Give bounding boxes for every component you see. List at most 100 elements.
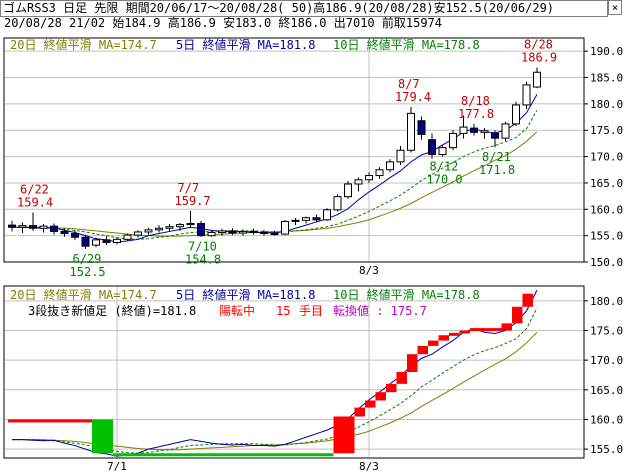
upper-ytick-label: 190.0 (590, 45, 623, 58)
lower-xtick-label: 7/1 (107, 460, 127, 473)
candle-body (81, 236, 90, 247)
candle-body (113, 238, 121, 243)
legend-ma10: 10日 終値平滑 MA=178.8 (333, 37, 480, 52)
candle-body (396, 149, 405, 163)
price-annotations: 6/22159.46/29152.57/7159.77/10154.88/717… (17, 38, 557, 279)
new-price-brick (428, 340, 439, 346)
candle-body (386, 161, 394, 171)
new-price-line-value: 3段抜き新値足 (終値)=181.8 (28, 303, 196, 318)
candle-body (281, 220, 289, 235)
candle-body (155, 227, 163, 231)
candlesticks (8, 67, 541, 249)
annotation-date: 8/7 (398, 77, 420, 91)
candle-body (165, 226, 174, 229)
new-price-brick (459, 330, 470, 334)
candle-body (344, 183, 352, 198)
candle-body (134, 231, 142, 236)
close-icon[interactable]: × (608, 0, 622, 15)
candle-body (491, 132, 499, 139)
annotation-date: 8/28 (524, 38, 553, 52)
annotation-date: 8/18 (461, 94, 490, 108)
upper-panel-frame (3, 37, 585, 263)
lower-x-axis: 7/1 8/3 (107, 287, 379, 473)
new-price-brick (354, 407, 365, 417)
candle-body (480, 130, 489, 133)
lower-ytick-label: 175.0 (590, 324, 623, 337)
lower-ytick-label: 170.0 (590, 354, 623, 367)
candle-body (438, 147, 447, 155)
annotation-price: 179.4 (395, 90, 431, 104)
upper-ytick-label: 155.0 (590, 230, 623, 243)
upper-ytick-label: 150.0 (590, 256, 623, 269)
candle-body (197, 223, 205, 237)
annotation-date: 8/12 (430, 160, 459, 174)
upper-ytick-label: 185.0 (590, 72, 623, 85)
annotation-date: 6/22 (20, 182, 49, 196)
upper-xtick-label: 8/3 (359, 264, 379, 277)
step-label: 手目 (299, 304, 323, 318)
annotation-price: 170.0 (427, 173, 463, 187)
candle-body (144, 229, 153, 233)
candle-body (270, 233, 279, 236)
candle-body (323, 209, 331, 221)
lower-ytick-label: 160.0 (590, 413, 623, 426)
candle-body (239, 230, 247, 234)
annotation-date: 7/7 (178, 181, 200, 195)
candle-body (60, 230, 69, 235)
upper-ytick-label: 180.0 (590, 98, 623, 111)
new-price-brick (396, 372, 407, 384)
candle-body (512, 104, 520, 125)
candle-body (333, 196, 342, 211)
upper-y-axis: 150.0 155.0 160.0 165.0 170.0 175.0 180.0 185.0… (584, 45, 623, 269)
lower-ytick-label: 155.0 (590, 443, 623, 456)
candle-body (417, 120, 426, 135)
lower-legend-ma5: 5日 終値平滑 MA=181.8 (176, 287, 315, 302)
annotation-date: 8/21 (482, 150, 511, 164)
candle-body (71, 233, 79, 238)
candle-body (522, 84, 531, 106)
new-price-brick (113, 453, 334, 457)
candle-body (228, 230, 237, 234)
candle-body (39, 225, 48, 229)
window-title-bar: ゴムRSS3 日足 先限 期間20/06/17〜20/08/28( 50)高18… (0, 0, 608, 17)
upper-x-axis: 8/3 (359, 39, 379, 277)
new-price-brick (407, 354, 418, 372)
candle-body (302, 217, 310, 221)
legend-ma20: 20日 終値平滑 MA=174.7 (10, 37, 157, 52)
upper-ytick-label: 160.0 (590, 203, 623, 216)
new-price-brick (501, 323, 512, 331)
candle-body (176, 224, 184, 228)
new-price-brick (386, 383, 397, 393)
candle-body (291, 219, 300, 222)
candle-body (312, 217, 321, 221)
step-count: 15 (276, 304, 290, 318)
new-price-brick (449, 332, 460, 336)
lower-y-axis: 155.0 160.0 165.0 170.0 175.0 180.0 (584, 295, 623, 456)
new-price-bricks (8, 293, 533, 457)
annotation-date: 6/29 (73, 252, 102, 266)
upper-ma10-line (12, 109, 538, 240)
candle-body (365, 175, 373, 181)
candle-body (8, 224, 16, 228)
candle-body (375, 169, 384, 177)
candle-body (459, 126, 468, 134)
annotation-price: 186.9 (521, 51, 557, 65)
candle-body (18, 225, 27, 228)
new-price-brick (522, 293, 533, 307)
candle-body (29, 225, 37, 229)
candle-body (428, 139, 436, 155)
candle-body (501, 123, 510, 139)
candle-body (50, 225, 58, 232)
new-price-brick (365, 400, 376, 408)
annotation-price: 171.8 (479, 163, 515, 177)
annotation-price: 177.8 (458, 107, 494, 121)
upper-grid (5, 50, 583, 237)
candle-body (186, 223, 195, 226)
lower-ytick-label: 165.0 (590, 384, 623, 397)
candle-body (407, 112, 415, 151)
candle-body (249, 230, 258, 233)
candle-body (470, 127, 478, 133)
candle-body (260, 231, 268, 235)
lower-ytick-label: 180.0 (590, 295, 623, 308)
